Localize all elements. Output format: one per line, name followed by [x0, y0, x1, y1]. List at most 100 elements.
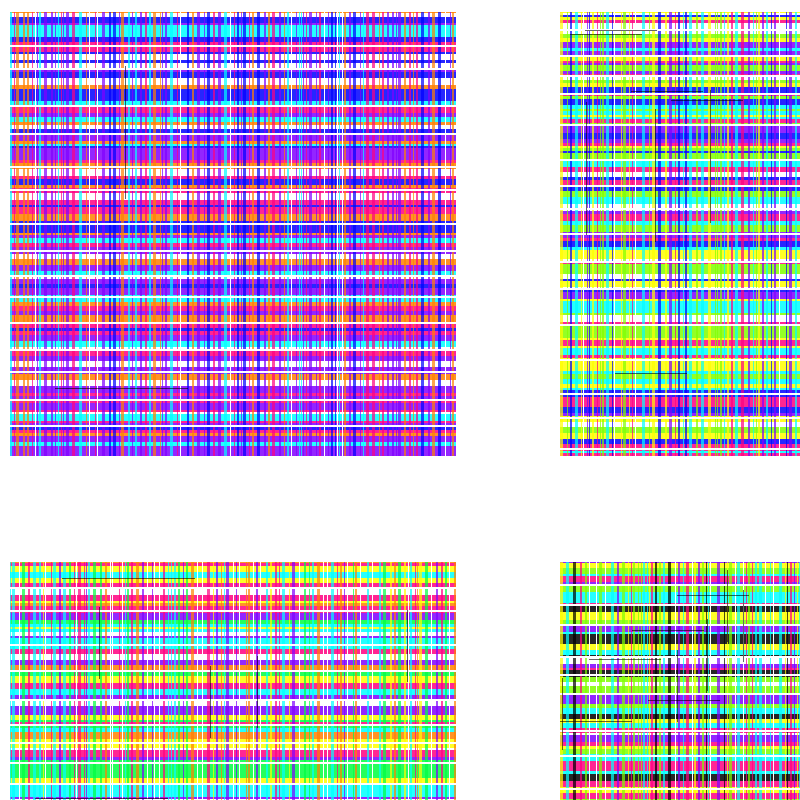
pattern-column-stripe [109, 10, 111, 456]
pattern-column-stripe [32, 10, 33, 456]
pattern-dark-line [62, 578, 195, 579]
pattern-column-stripe [122, 560, 123, 800]
pattern-column-stripe [727, 560, 728, 800]
pattern-column-stripe [299, 560, 300, 800]
pattern-separator [560, 75, 800, 77]
pattern-row-stripe [10, 101, 456, 107]
pattern-dark-line [257, 656, 258, 728]
pattern-column-stripe [45, 560, 46, 800]
pattern-column-stripe [611, 560, 614, 800]
pattern-dark-line [407, 610, 408, 682]
pattern-dark-line [727, 570, 728, 642]
pattern-column-stripe [324, 10, 325, 456]
pattern-column-stripe [585, 560, 587, 800]
pattern-column-stripe [560, 560, 563, 800]
pattern-column-stripe [61, 10, 62, 456]
pattern-column-stripe [186, 560, 188, 800]
pattern-column-stripe [16, 10, 19, 456]
pattern-column-stripe [44, 10, 47, 456]
pattern-column-stripe [651, 560, 653, 800]
pattern-row-stripe [10, 410, 456, 412]
pattern-dark-line [570, 34, 642, 35]
pattern-column-stripe [89, 10, 90, 456]
pattern-column-stripe [299, 10, 300, 456]
pattern-column-stripe [787, 560, 788, 800]
pattern-row-stripe [10, 436, 456, 442]
pattern-column-stripe [383, 560, 386, 800]
pattern-column-stripe [59, 560, 61, 800]
pattern-separator [560, 417, 800, 419]
pattern-separator [10, 189, 456, 191]
pattern-separator [560, 788, 800, 790]
pattern-separator [560, 159, 800, 161]
pattern-column-stripe [454, 560, 456, 800]
pattern-row-stripe [10, 446, 456, 449]
pattern-row-stripe [10, 328, 456, 331]
pattern-separator [10, 322, 456, 324]
pattern-row-stripe [10, 160, 456, 163]
pattern-column-stripe [76, 560, 77, 800]
pattern-row-stripe [10, 318, 456, 323]
pattern-row-stripe [10, 42, 456, 46]
pattern-row-stripe [10, 423, 456, 425]
pattern-column-stripe [342, 10, 343, 456]
pattern-column-stripe [797, 560, 798, 800]
pattern-column-stripe [149, 10, 151, 456]
pattern-separator [10, 762, 456, 764]
pattern-column-stripe [394, 560, 396, 800]
pattern-separator [10, 399, 456, 401]
pattern-column-stripe [51, 560, 52, 800]
pattern-column-stripe [165, 10, 167, 456]
pattern-column-stripe [441, 560, 443, 800]
pattern-column-stripe [580, 560, 582, 800]
pattern-dark-line [210, 666, 211, 738]
pattern-column-stripe [599, 560, 602, 800]
pattern-row-stripe [10, 205, 456, 207]
pattern-column-stripe [239, 560, 240, 800]
pattern-separator [560, 693, 800, 695]
pattern-column-stripe [748, 560, 750, 800]
pattern-row-stripe [10, 302, 456, 306]
pattern-column-stripe [737, 560, 740, 800]
pattern-column-stripe [221, 560, 222, 800]
pattern-column-stripe [53, 560, 56, 800]
pattern-column-stripe [152, 560, 153, 800]
pattern-column-stripe [755, 560, 757, 800]
pattern-column-stripe [10, 560, 11, 800]
pattern-column-stripe [233, 560, 234, 800]
pattern-column-stripe [246, 560, 247, 800]
pattern-column-stripe [174, 560, 176, 800]
pattern-column-stripe [773, 560, 774, 800]
pattern-separator [10, 166, 456, 168]
pattern-row-stripe [10, 179, 456, 185]
pattern-row-stripe [10, 207, 456, 214]
pattern-row-stripe [10, 137, 456, 141]
pattern-column-stripe [69, 560, 71, 800]
pattern-row-stripe [10, 341, 456, 347]
pattern-dark-line [743, 590, 744, 662]
pattern-column-stripe [79, 10, 82, 456]
pattern-column-stripe [349, 10, 351, 456]
pattern-column-stripe [202, 560, 203, 800]
pattern-column-stripe [154, 560, 155, 800]
pattern-column-stripe [191, 560, 194, 800]
pattern-column-stripe [698, 560, 700, 800]
pattern-separator [560, 208, 800, 210]
pattern-column-stripe [335, 10, 336, 456]
pattern-row-stripe [10, 157, 456, 160]
pattern-separator [560, 124, 800, 126]
pattern-svg [560, 560, 800, 800]
pattern-separator [10, 425, 456, 427]
pattern-dark-line [615, 373, 687, 374]
pattern-column-stripe [450, 10, 451, 456]
pattern-column-stripe [132, 10, 133, 456]
pattern-column-stripe [249, 10, 250, 456]
pattern-column-stripe [622, 560, 625, 800]
pattern-column-stripe [306, 10, 307, 456]
pattern-column-stripe [135, 10, 137, 456]
pattern-dark-line [562, 678, 563, 750]
pattern-separator [10, 742, 456, 744]
pattern-dark-line [560, 721, 632, 722]
pattern-svg [560, 10, 800, 456]
pattern-row-stripe [10, 403, 456, 410]
